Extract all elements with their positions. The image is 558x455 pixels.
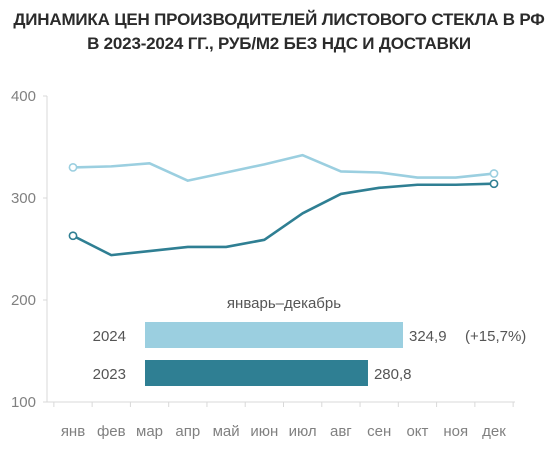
series-line-2024 (71, 153, 496, 182)
series-line-2023 (71, 182, 496, 257)
x-tick-label: окт (406, 423, 428, 440)
inset-bar-2024 (145, 322, 403, 348)
x-tick-label: июл (289, 423, 317, 440)
chart-title-line-2: В 2023-2024 ГГ., РУБ/М2 БЕЗ НДС И ДОСТАВ… (87, 34, 471, 53)
inset-bar-change-2024: (+15,7%) (465, 328, 526, 345)
inset-title: январь–декабрь (227, 295, 341, 312)
x-tick-label: ноя (443, 423, 468, 440)
x-tick-label: июн (250, 423, 278, 440)
x-tick-label: мар (136, 423, 163, 440)
x-tick-label: авг (330, 423, 352, 440)
series-point-2024 (68, 162, 78, 172)
y-tick-label: 200 (11, 292, 36, 309)
y-tick-label: 400 (11, 88, 36, 105)
inset-bar-value-2023: 280,8 (374, 366, 412, 383)
inset-bar-label-2023: 2023 (93, 366, 126, 383)
x-tick-label: апр (175, 423, 200, 440)
x-tick-label: фев (97, 423, 126, 440)
series-point-2023 (68, 231, 78, 241)
inset-bar-value-2024: 324,9 (409, 328, 447, 345)
x-tick-label: дек (482, 423, 506, 440)
series-point-2024 (489, 169, 499, 178)
chart-title-line-1: ДИНАМИКА ЦЕН ПРОИЗВОДИТЕЛЕЙ ЛИСТОВОГО СТ… (13, 10, 545, 29)
x-tick-label: сен (367, 423, 391, 440)
y-tick-label: 100 (11, 394, 36, 411)
x-tick-label: янв (61, 423, 85, 440)
x-tick-label: май (213, 423, 240, 440)
inset-bar-2023 (145, 360, 368, 386)
series-point-2023 (489, 179, 499, 189)
inset-bar-label-2024: 2024 (93, 328, 126, 345)
y-tick-label: 300 (11, 190, 36, 207)
